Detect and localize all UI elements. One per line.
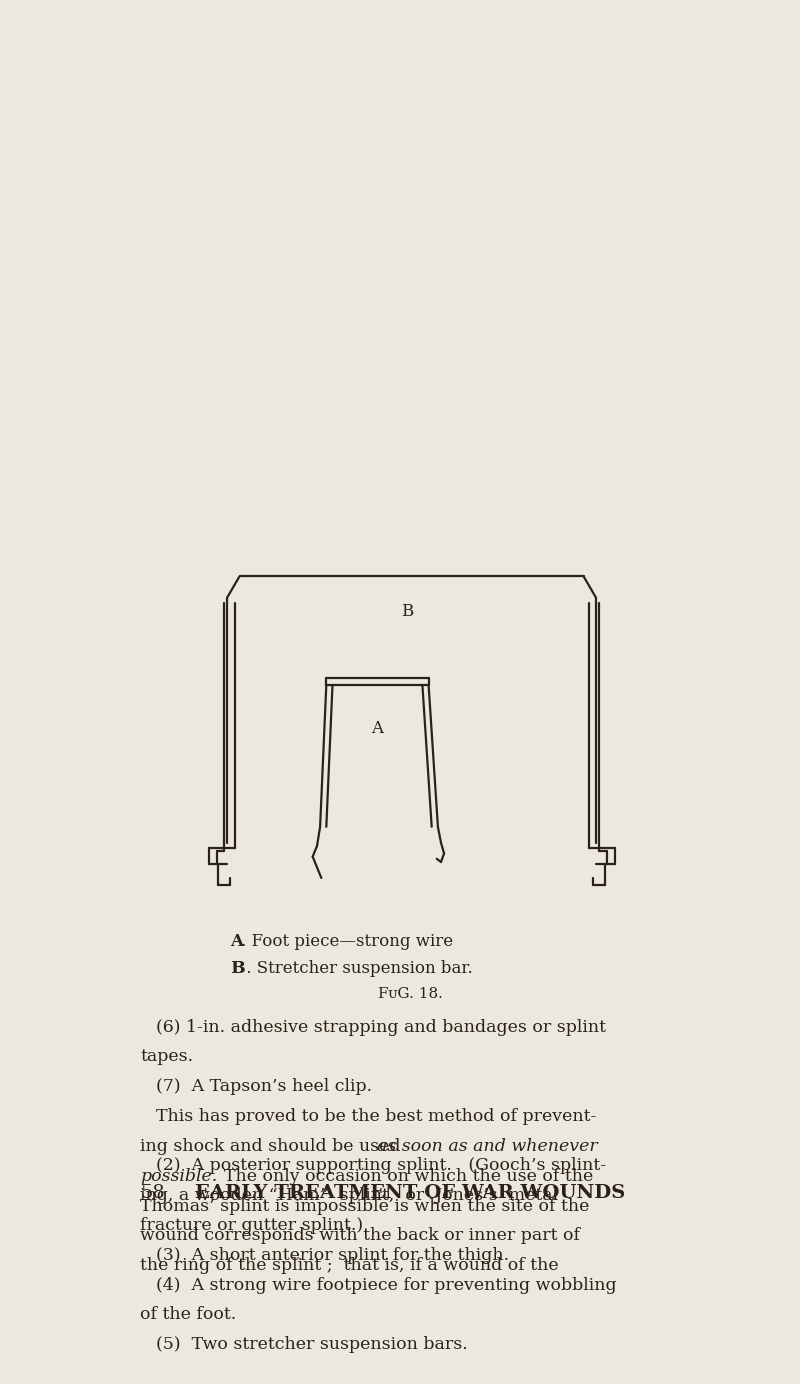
Text: . Stretcher suspension bar.: . Stretcher suspension bar. — [242, 960, 473, 977]
Text: Thomas’ splint is impossible is when the site of the: Thomas’ splint is impossible is when the… — [140, 1197, 590, 1215]
Text: tapes.: tapes. — [140, 1049, 194, 1066]
Text: wound corresponds with the back or inner part of: wound corresponds with the back or inner… — [140, 1228, 580, 1244]
Text: ing shock and should be used: ing shock and should be used — [140, 1138, 406, 1156]
Text: the ring of the splint ;  that is, if a wound of the: the ring of the splint ; that is, if a w… — [140, 1257, 559, 1275]
Text: 58: 58 — [140, 1183, 165, 1201]
Text: fracture or gutter splint.): fracture or gutter splint.) — [140, 1217, 363, 1235]
Text: (3)  A short anterior splint for the thigh.: (3) A short anterior splint for the thig… — [156, 1247, 509, 1264]
Text: of the foot.: of the foot. — [140, 1306, 237, 1323]
Text: (6) 1-in. adhesive strapping and bandages or splint: (6) 1-in. adhesive strapping and bandage… — [156, 1019, 606, 1035]
Text: FᴜG. 18.: FᴜG. 18. — [378, 987, 442, 1001]
Text: (2)  A posterior supporting splint.   (Gooch’s splint-: (2) A posterior supporting splint. (Gooc… — [156, 1157, 606, 1174]
Text: as soon as and whenever: as soon as and whenever — [377, 1138, 598, 1156]
Text: A: A — [230, 933, 243, 951]
Text: This has proved to be the best method of prevent-: This has proved to be the best method of… — [156, 1109, 596, 1125]
Text: EARLY TREATMENT OF WAR WOUNDS: EARLY TREATMENT OF WAR WOUNDS — [195, 1183, 625, 1201]
Text: The only occasion on which the use of the: The only occasion on which the use of th… — [214, 1168, 594, 1185]
Text: A: A — [371, 720, 383, 738]
Text: (4)  A strong wire footpiece for preventing wobbling: (4) A strong wire footpiece for preventi… — [156, 1276, 617, 1294]
Text: B: B — [401, 603, 413, 620]
Text: (5)  Two stretcher suspension bars.: (5) Two stretcher suspension bars. — [156, 1336, 467, 1354]
Text: (7)  A Tapson’s heel clip.: (7) A Tapson’s heel clip. — [156, 1078, 372, 1095]
Text: possible.: possible. — [140, 1168, 218, 1185]
Text: B: B — [230, 960, 245, 977]
Text: ing, a wooden “Ham”  splint,  or  Jones’s  metal: ing, a wooden “Ham” splint, or Jones’s m… — [140, 1187, 558, 1204]
Text: . Foot piece—strong wire: . Foot piece—strong wire — [242, 933, 454, 951]
